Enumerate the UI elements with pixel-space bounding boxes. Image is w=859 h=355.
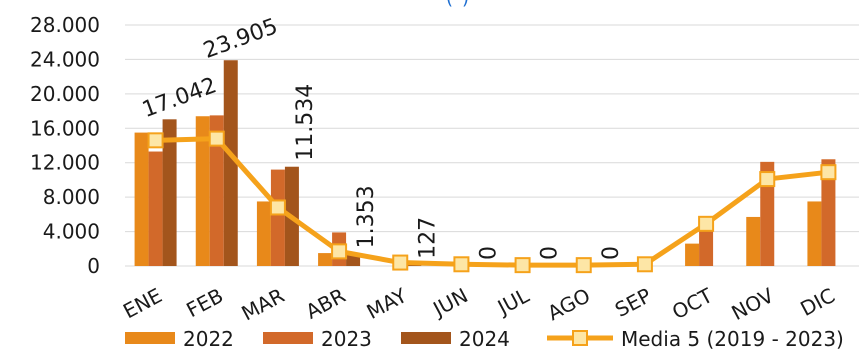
- line-marker: [269, 199, 286, 216]
- line-series: [147, 130, 837, 274]
- legend-label: Media 5 (2019 - 2023): [621, 327, 844, 351]
- line-marker: [636, 256, 653, 273]
- x-tick-label: DIC: [796, 283, 838, 321]
- line-marker: [453, 256, 470, 273]
- data-label: 17.042: [139, 73, 220, 123]
- y-axis-ticks: 0 4.000 8.000 12.000 16.000 20.000 24.000 28.00…: [30, 13, 100, 278]
- bar-2022: [685, 243, 700, 266]
- x-tick-label: ENE: [119, 283, 166, 323]
- line-marker: [759, 171, 776, 188]
- bar-2024: [223, 60, 238, 267]
- bar-2022: [746, 216, 761, 266]
- legend-swatch: [401, 332, 451, 344]
- x-tick-label: JUN: [427, 283, 471, 322]
- y-tick-label: 20.000: [30, 82, 100, 106]
- bar-2023: [760, 161, 775, 266]
- x-tick-label: OCT: [668, 283, 717, 324]
- line-marker: [147, 132, 164, 149]
- legend-label: 2023: [321, 327, 372, 351]
- x-tick-label: JUL: [492, 283, 534, 320]
- line-marker: [331, 243, 348, 260]
- title-fragment: (*): [446, 0, 469, 9]
- line-marker: [514, 257, 531, 274]
- x-axis-ticks: ENE FEB MAR ABR MAY JUN JUL AGO SEP OCT NOV DIC: [119, 283, 839, 326]
- bar-2022: [318, 253, 333, 266]
- line-marker: [575, 257, 592, 274]
- line-marker: [820, 164, 837, 181]
- legend-marker: [572, 330, 588, 346]
- legend-label: 2024: [459, 327, 510, 351]
- data-label: 1.353: [354, 185, 379, 248]
- line-marker: [698, 215, 715, 232]
- gridlines: [125, 24, 859, 267]
- bar-2022: [195, 116, 210, 266]
- bar-2024: [407, 264, 422, 266]
- legend: 2022 2023 2024 Media 5 (2019 - 2023): [125, 327, 844, 351]
- x-tick-label: FEB: [182, 283, 227, 322]
- legend-swatch: [263, 332, 313, 344]
- x-tick-label: AGO: [543, 283, 594, 325]
- x-tick-label: NOV: [727, 283, 777, 325]
- y-tick-label: 4.000: [43, 220, 100, 244]
- y-tick-label: 12.000: [30, 151, 100, 175]
- legend-swatch: [125, 332, 175, 344]
- bar-2023: [209, 115, 224, 266]
- data-label: 0: [476, 246, 501, 260]
- line-media: [155, 136, 829, 268]
- bar-2023: [148, 151, 163, 266]
- line-marker: [392, 254, 409, 271]
- data-label: 0: [599, 246, 624, 260]
- x-tick-label: MAR: [237, 283, 288, 325]
- y-tick-label: 8.000: [43, 185, 100, 209]
- data-label: 127: [415, 217, 440, 259]
- bar-2022: [256, 201, 271, 266]
- bar-2023: [821, 159, 836, 266]
- bar-2022: [134, 132, 149, 266]
- x-tick-label: MAY: [363, 283, 412, 324]
- bar-2024: [346, 254, 361, 266]
- line-marker: [208, 130, 225, 147]
- data-label: 11.534: [293, 84, 318, 161]
- data-label: 23.905: [200, 14, 281, 64]
- x-tick-label: ABR: [302, 283, 350, 324]
- y-tick-label: 16.000: [30, 116, 100, 140]
- bar-series: [134, 60, 836, 267]
- bar-2023: [270, 169, 285, 266]
- bar-2022: [807, 201, 822, 266]
- y-tick-label: 0: [87, 254, 100, 278]
- bar-2024: [162, 119, 177, 266]
- x-tick-label: SEP: [611, 283, 655, 322]
- legend-label: 2022: [183, 327, 234, 351]
- data-label: 0: [538, 246, 563, 260]
- y-tick-label: 24.000: [30, 47, 100, 71]
- y-tick-label: 28.000: [30, 13, 100, 37]
